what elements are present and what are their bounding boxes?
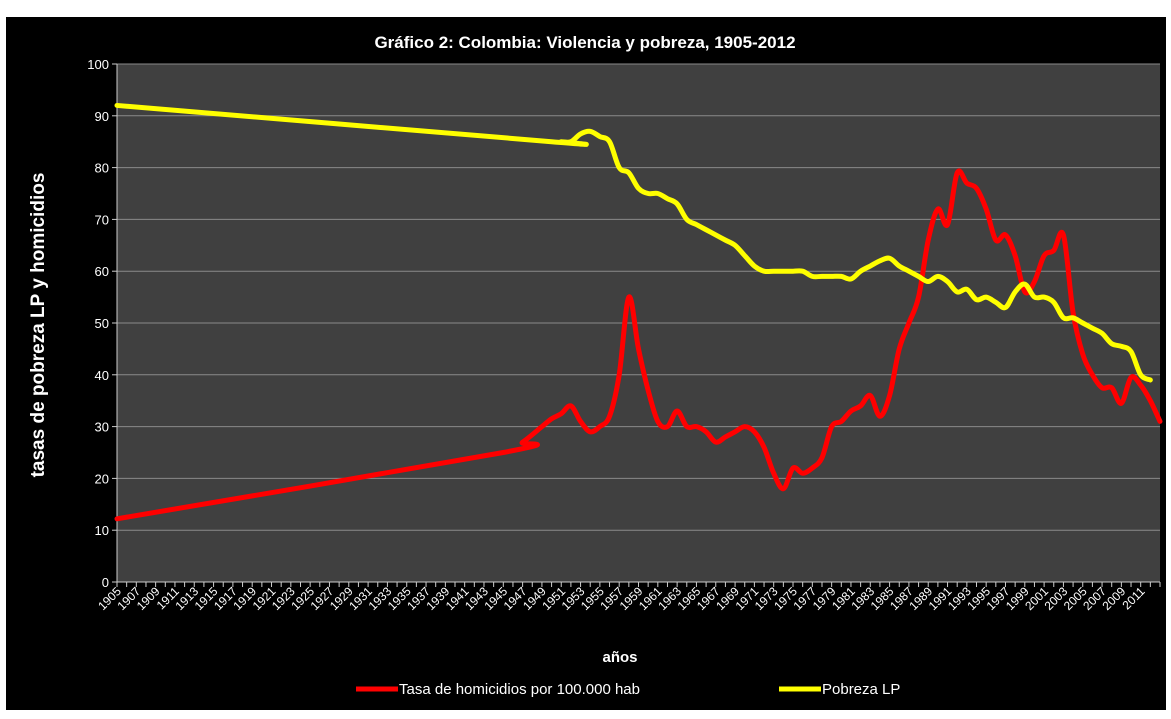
series-line-homicidios bbox=[114, 168, 1163, 522]
series-line-pobreza bbox=[114, 102, 1153, 383]
legend-label-pobreza: Pobreza LP bbox=[822, 681, 900, 698]
y-tick-label: 90 bbox=[95, 109, 109, 124]
legend: Tasa de homicidios por 100.000 hab Pobre… bbox=[356, 681, 900, 698]
y-tick-label: 100 bbox=[87, 57, 109, 72]
chart-title: Gráfico 2: Colombia: Violencia y pobreza… bbox=[374, 33, 795, 52]
y-tick-label: 10 bbox=[95, 523, 109, 538]
y-tick-labels: 0 10 20 30 40 50 60 70 80 90 100 bbox=[87, 57, 109, 590]
x-axis-label: años bbox=[602, 649, 637, 666]
series-lines bbox=[114, 102, 1163, 522]
y-axis-label: tasas de pobreza LP y homicidios bbox=[28, 173, 49, 478]
y-tick-label: 40 bbox=[95, 368, 109, 383]
axes bbox=[112, 63, 1161, 587]
y-tick-label: 30 bbox=[95, 420, 109, 435]
gridlines bbox=[117, 63, 1160, 531]
legend-label-homicidios: Tasa de homicidios por 100.000 hab bbox=[399, 681, 640, 698]
y-tick-label: 80 bbox=[95, 161, 109, 176]
y-tick-label: 20 bbox=[95, 471, 109, 486]
y-tick-label: 60 bbox=[95, 264, 109, 279]
y-tick-label: 0 bbox=[102, 575, 109, 590]
y-tick-label: 70 bbox=[95, 212, 109, 227]
y-tick-label: 50 bbox=[95, 316, 109, 331]
